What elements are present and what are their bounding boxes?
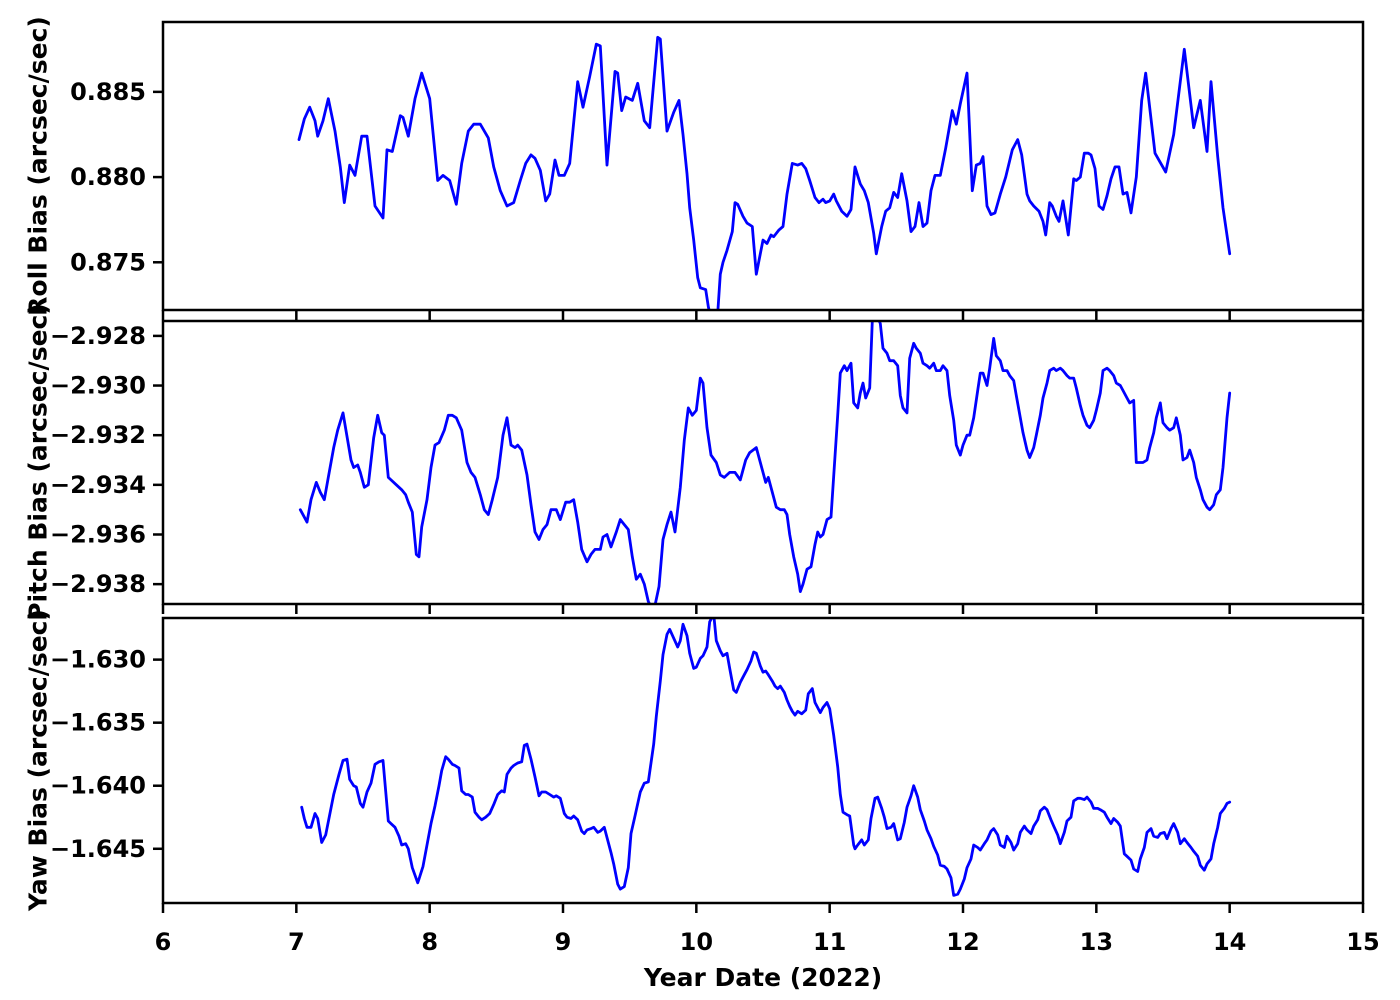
roll-bias-tick-label: 0.875 [70, 248, 146, 276]
pitch-bias-tick-label: −2.938 [50, 570, 146, 598]
x-tick-label: 8 [421, 928, 438, 956]
pitch-bias-tick-label: −2.934 [50, 471, 146, 499]
x-tick-label: 10 [680, 928, 713, 956]
x-tick-label: 7 [288, 928, 305, 956]
x-tick-label: 6 [155, 928, 172, 956]
pitch-axis-title: Pitch Bias (arcsec/sec) [23, 303, 53, 621]
x-tick-label: 9 [555, 928, 572, 956]
yaw-bias-frame [161, 616, 1365, 905]
x-tick-label: 11 [813, 928, 846, 956]
pitch-bias-line [298, 321, 1232, 604]
roll-bias-tick-label: 0.885 [70, 78, 146, 106]
yaw-bias-tick-label: −1.630 [50, 646, 146, 674]
pitch-bias-tick-label: −2.936 [50, 520, 146, 548]
roll-bias-line [297, 35, 1232, 310]
roll-axis-title: Roll Bias (arcsec/sec) [23, 16, 53, 316]
x-tick-label: 15 [1346, 928, 1379, 956]
pitch-bias-frame [161, 319, 1365, 606]
pitch-bias-tick-label: −2.928 [50, 322, 146, 350]
yaw-bias-line [300, 618, 1232, 897]
x-tick-label: 13 [1080, 928, 1113, 956]
roll-bias-tick-label: 0.880 [70, 163, 146, 191]
x-tick-label: 12 [946, 928, 979, 956]
yaw-axis-title: Yaw Bias (arcsec/sec) [23, 609, 53, 911]
yaw-bias-tick-label: −1.645 [50, 835, 146, 863]
yaw-bias-tick-label: −1.640 [50, 772, 146, 800]
pitch-bias-tick-label: −2.932 [50, 421, 146, 449]
x-axis-title: Year Date (2022) [643, 963, 883, 992]
roll-bias-frame [161, 20, 1365, 312]
panel-yaw-bias: −1.645 −1.640 −1.635 −1.630 [50, 616, 1365, 913]
yaw-bias-tick-label: −1.635 [50, 709, 146, 737]
panel-roll-bias: 0.875 0.880 0.885 [70, 20, 1365, 320]
pitch-bias-tick-label: −2.930 [50, 372, 146, 400]
panel-pitch-bias: −2.938 −2.936 −2.934 −2.932 −2.930 −2.928 [50, 319, 1365, 614]
x-tick-label: 14 [1213, 928, 1246, 956]
